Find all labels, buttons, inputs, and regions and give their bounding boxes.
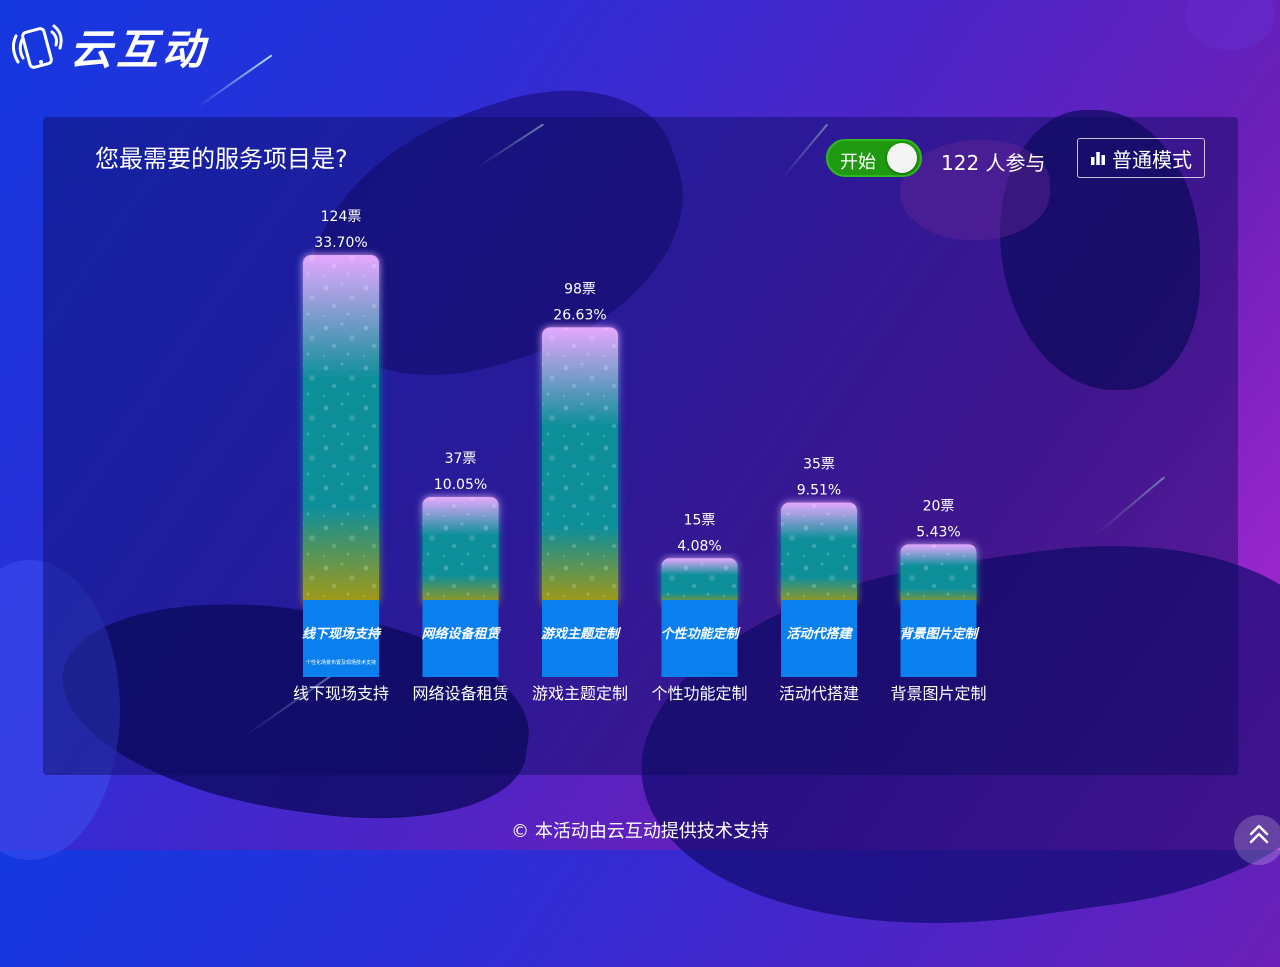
phone-waves-icon <box>11 24 63 69</box>
mode-button-label: 普通模式 <box>1112 147 1192 172</box>
bar-texture <box>303 255 379 606</box>
percent-label: 9.51% <box>797 483 841 499</box>
option-card-title: 游戏主题定制 <box>541 626 622 642</box>
category-label: 个性功能定制 <box>651 684 747 703</box>
percent-label: 4.08% <box>677 538 721 554</box>
start-toggle[interactable]: 开始 <box>826 139 922 177</box>
toggle-knob <box>887 143 917 173</box>
vote-count-label: 15票 <box>684 512 716 528</box>
question-title: 您最需要的服务项目是? <box>95 145 348 173</box>
option-card-title: 背景图片定制 <box>899 626 980 642</box>
percent-label: 5.43% <box>916 524 960 540</box>
category-label: 背景图片定制 <box>890 684 986 703</box>
option-card-subtitle: 个性化场景布置及现场技术支持 <box>306 659 376 666</box>
bar-texture <box>900 544 977 606</box>
brand-logo: 云互动 <box>8 16 208 77</box>
option-card-title: 线下现场支持 <box>302 626 382 642</box>
category-label: 活动代搭建 <box>779 684 859 703</box>
bar-texture <box>422 497 499 606</box>
vote-panel: 您最需要的服务项目是? 开始 122 人参与 普通模式 <box>43 117 1238 775</box>
option-card <box>422 600 499 677</box>
vote-count-label: 35票 <box>803 457 835 473</box>
option-card-title: 个性功能定制 <box>660 626 741 642</box>
vote-count-label: 98票 <box>564 281 596 297</box>
footer-credit: © 本活动由云互动提供技术支持 <box>511 821 769 842</box>
vote-count-label: 124票 <box>321 209 362 225</box>
option-card <box>661 600 738 677</box>
toggle-label: 开始 <box>840 152 876 173</box>
option-card <box>900 600 977 677</box>
bar-chart-icon <box>1091 152 1105 165</box>
bar-texture <box>781 502 857 606</box>
mode-button[interactable]: 普通模式 <box>1077 138 1205 178</box>
vote-count-label: 20票 <box>923 498 955 514</box>
bar-texture <box>542 327 618 606</box>
option-card-title: 网络设备租赁 <box>421 626 501 642</box>
vote-bar-chart: 线下现场支持个性化场景布置及现场技术支持33.70%124票线下现场支持网络设备… <box>293 209 986 703</box>
category-label: 游戏主题定制 <box>532 684 628 703</box>
scroll-top-button[interactable] <box>1234 815 1280 865</box>
option-card <box>303 600 379 677</box>
percent-label: 33.70% <box>314 235 367 251</box>
participant-count: 122 人参与 <box>941 151 1046 175</box>
vote-count-label: 37票 <box>445 451 477 467</box>
category-label: 网络设备租赁 <box>412 684 508 703</box>
double-chevron-up-icon <box>1249 824 1269 844</box>
option-card <box>542 600 618 677</box>
bar-texture <box>661 558 738 606</box>
percent-label: 10.05% <box>434 477 487 493</box>
percent-label: 26.63% <box>553 307 606 323</box>
brand-name: 云互动 <box>70 25 209 74</box>
option-card-title: 活动代搭建 <box>786 626 853 642</box>
option-card <box>781 600 857 677</box>
category-label: 线下现场支持 <box>293 684 389 703</box>
